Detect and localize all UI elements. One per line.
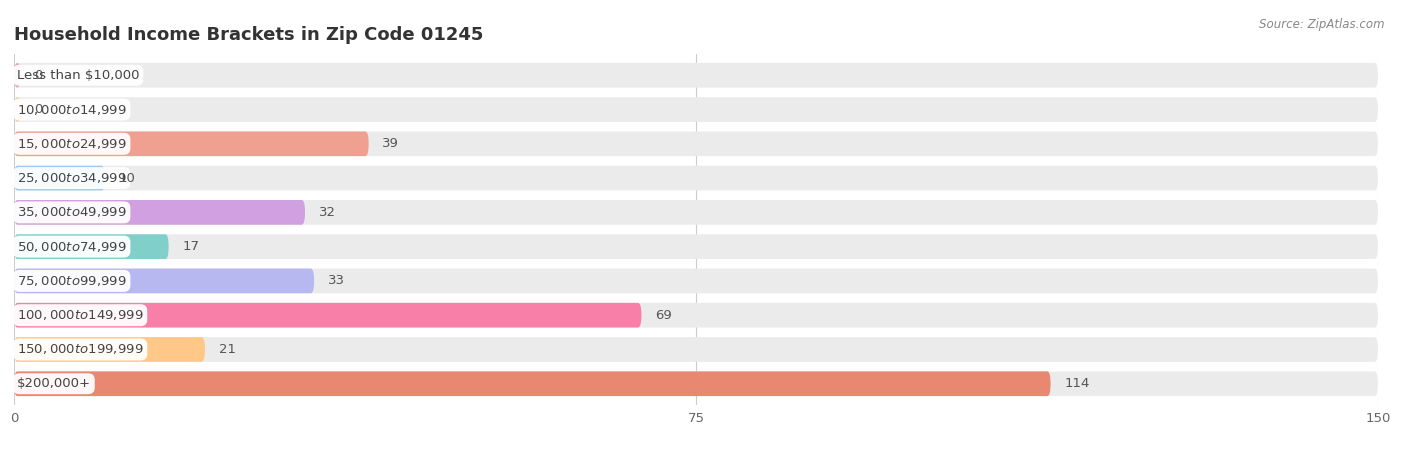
FancyBboxPatch shape	[14, 97, 21, 122]
FancyBboxPatch shape	[14, 200, 1378, 225]
FancyBboxPatch shape	[14, 303, 1378, 328]
Text: 0: 0	[34, 103, 42, 116]
FancyBboxPatch shape	[14, 131, 368, 156]
FancyBboxPatch shape	[14, 97, 1378, 122]
Text: 39: 39	[382, 137, 399, 150]
FancyBboxPatch shape	[14, 166, 1378, 190]
FancyBboxPatch shape	[14, 303, 641, 328]
Text: $200,000+: $200,000+	[17, 377, 91, 390]
Text: 0: 0	[34, 69, 42, 82]
Text: 17: 17	[183, 240, 200, 253]
Text: $25,000 to $34,999: $25,000 to $34,999	[17, 171, 127, 185]
FancyBboxPatch shape	[14, 234, 1378, 259]
Text: 114: 114	[1064, 377, 1090, 390]
Text: $10,000 to $14,999: $10,000 to $14,999	[17, 103, 127, 117]
Text: $150,000 to $199,999: $150,000 to $199,999	[17, 342, 143, 356]
FancyBboxPatch shape	[14, 269, 314, 293]
FancyBboxPatch shape	[14, 269, 1378, 293]
FancyBboxPatch shape	[14, 337, 205, 362]
FancyBboxPatch shape	[14, 371, 1050, 396]
Text: $15,000 to $24,999: $15,000 to $24,999	[17, 137, 127, 151]
Text: 33: 33	[328, 274, 344, 288]
Text: Source: ZipAtlas.com: Source: ZipAtlas.com	[1260, 18, 1385, 31]
Text: $35,000 to $49,999: $35,000 to $49,999	[17, 205, 127, 219]
Text: Less than $10,000: Less than $10,000	[17, 69, 139, 82]
Text: $100,000 to $149,999: $100,000 to $149,999	[17, 308, 143, 322]
Text: 21: 21	[219, 343, 236, 356]
Text: 69: 69	[655, 309, 672, 322]
Text: $75,000 to $99,999: $75,000 to $99,999	[17, 274, 127, 288]
FancyBboxPatch shape	[14, 371, 1378, 396]
Text: 10: 10	[118, 171, 135, 184]
Text: $50,000 to $74,999: $50,000 to $74,999	[17, 240, 127, 254]
Text: Household Income Brackets in Zip Code 01245: Household Income Brackets in Zip Code 01…	[14, 26, 484, 44]
FancyBboxPatch shape	[14, 200, 305, 225]
FancyBboxPatch shape	[14, 63, 1378, 88]
FancyBboxPatch shape	[14, 234, 169, 259]
FancyBboxPatch shape	[14, 337, 1378, 362]
FancyBboxPatch shape	[14, 166, 105, 190]
FancyBboxPatch shape	[14, 131, 1378, 156]
FancyBboxPatch shape	[14, 63, 21, 88]
Text: 32: 32	[319, 206, 336, 219]
